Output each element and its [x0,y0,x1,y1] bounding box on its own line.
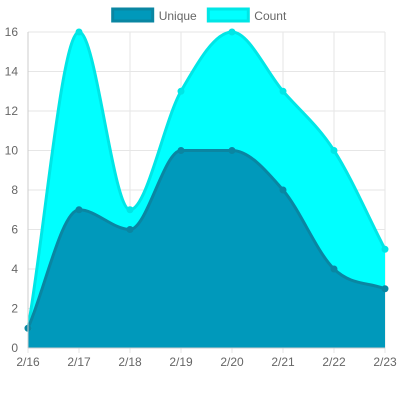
point-unique[interactable] [381,285,389,293]
y-tick-label: 14 [5,65,19,79]
legend-label: Count [254,9,287,23]
legend: Unique Count [111,7,287,23]
x-tick-label: 2/22 [322,355,346,369]
x-tick-label: 2/16 [16,355,40,369]
y-tick-label: 4 [11,262,18,276]
x-tick-label: 2/19 [169,355,193,369]
point-unique[interactable] [279,186,287,194]
point-unique[interactable] [228,147,236,154]
point-count[interactable] [228,28,236,36]
x-tick-label: 2/20 [220,355,244,369]
x-tick-label: 2/21 [271,355,295,369]
data-points [24,28,389,332]
y-tick-label: 10 [5,144,19,158]
y-tick-label: 2 [11,302,18,316]
point-unique[interactable] [75,206,83,214]
point-unique[interactable] [126,226,134,233]
point-count[interactable] [381,245,389,253]
legend-item-unique[interactable]: Unique [111,7,197,23]
y-tick-label: 8 [11,183,18,197]
x-tick-label: 2/23 [373,355,397,369]
point-count[interactable] [177,87,185,95]
area-unique [28,150,385,348]
point-unique[interactable] [330,265,338,273]
y-tick-label: 16 [5,25,19,39]
x-tick-label: 2/17 [67,355,91,369]
legend-swatch [206,7,250,23]
point-count[interactable] [75,28,83,36]
axes: 0 2 4 6 8 10 12 14 16 2/16 2/17 2/18 2/19 2/20 2/21 2/2… [5,25,397,369]
series-areas [26,30,387,348]
legend-label: Unique [159,9,197,23]
y-tick-label: 0 [11,341,18,355]
y-tick-label: 12 [5,104,19,118]
point-unique[interactable] [177,147,185,154]
x-tick-label: 2/18 [118,355,142,369]
point-count[interactable] [126,206,134,214]
line-count [26,30,387,329]
point-count[interactable] [330,147,338,154]
point-count[interactable] [279,87,287,95]
legend-swatch [111,7,155,23]
y-tick-label: 6 [11,223,18,237]
legend-item-count[interactable]: Count [206,7,287,23]
